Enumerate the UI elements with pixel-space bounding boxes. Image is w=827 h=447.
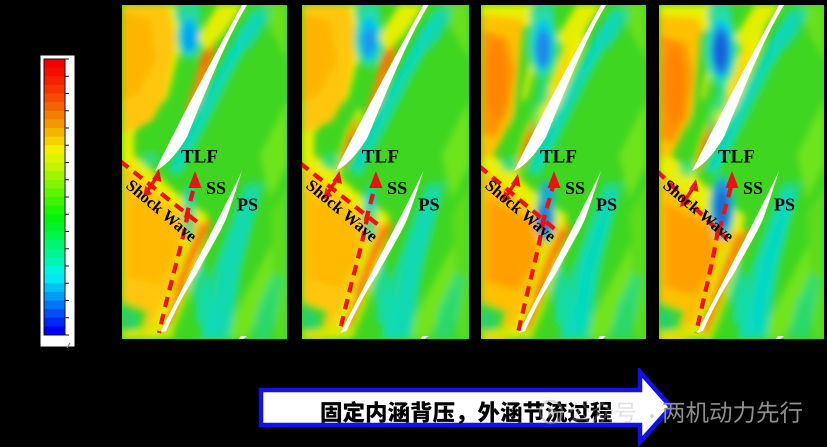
svg-text:TLF: TLF	[540, 147, 577, 168]
svg-text:SS: SS	[206, 178, 226, 198]
svg-text:SS: SS	[565, 178, 585, 198]
svg-text:PS: PS	[418, 195, 439, 215]
svg-text:SS: SS	[387, 178, 407, 198]
svg-text:PS: PS	[237, 195, 258, 215]
svg-text:TLF: TLF	[718, 147, 755, 168]
svg-text:SS: SS	[743, 178, 763, 198]
svg-text:PS: PS	[774, 195, 795, 215]
svg-text:TLF: TLF	[362, 147, 399, 168]
svg-text:PS: PS	[596, 195, 617, 215]
svg-text:TLF: TLF	[181, 147, 218, 168]
